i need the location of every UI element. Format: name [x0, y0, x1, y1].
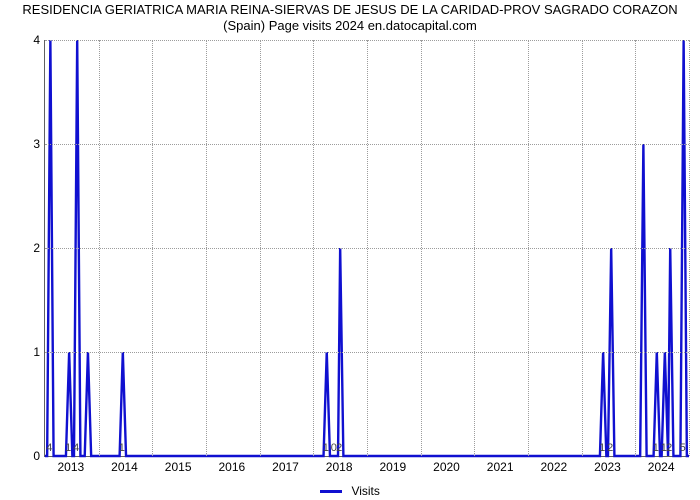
- spike-value-label: 1: [119, 442, 125, 454]
- plot-area: [44, 40, 689, 457]
- x-axis-label: 2019: [379, 460, 406, 474]
- spike-value-label: 1: [599, 442, 605, 454]
- grid-vertical: [474, 40, 475, 456]
- spike-value-label: 1: [65, 442, 71, 454]
- y-axis-label: 2: [6, 241, 40, 255]
- x-axis-label: 2021: [487, 460, 514, 474]
- grid-vertical: [367, 40, 368, 456]
- grid-vertical: [206, 40, 207, 456]
- legend-label: Visits: [351, 484, 379, 498]
- y-axis-label: 1: [6, 345, 40, 359]
- grid-vertical: [635, 40, 636, 456]
- grid-vertical: [99, 40, 100, 456]
- y-axis-label: 4: [6, 33, 40, 47]
- spike-value-label: 4: [73, 442, 79, 454]
- x-axis-label: 2020: [433, 460, 460, 474]
- title-line-2: (Spain) Page visits 2024 en.datocapital.…: [223, 18, 477, 33]
- spike-value-label: 4: [46, 442, 52, 454]
- legend-swatch: [320, 490, 342, 493]
- x-axis-label: 2013: [57, 460, 84, 474]
- spike-value-label: 2: [336, 442, 342, 454]
- x-axis-label: 2022: [540, 460, 567, 474]
- grid-vertical: [528, 40, 529, 456]
- x-axis-label: 2014: [111, 460, 138, 474]
- title-line-1: RESIDENCIA GERIATRICA MARIA REINA-SIERVA…: [22, 2, 677, 17]
- x-axis-label: 2024: [648, 460, 675, 474]
- chart-title: RESIDENCIA GERIATRICA MARIA REINA-SIERVA…: [0, 2, 700, 35]
- spike-value-label: 2: [666, 442, 672, 454]
- spike-value-label: 2: [607, 442, 613, 454]
- legend: Visits: [0, 484, 700, 498]
- grid-vertical: [152, 40, 153, 456]
- spike-value-label: 1: [653, 442, 659, 454]
- x-axis-label: 2023: [594, 460, 621, 474]
- grid-vertical: [260, 40, 261, 456]
- grid-vertical: [313, 40, 314, 456]
- y-axis-label: 3: [6, 137, 40, 151]
- chart-container: RESIDENCIA GERIATRICA MARIA REINA-SIERVA…: [0, 0, 700, 500]
- spike-value-label: 1: [323, 442, 329, 454]
- grid-vertical: [582, 40, 583, 456]
- spike-value-label: 5: [680, 442, 686, 454]
- x-axis-label: 2018: [326, 460, 353, 474]
- x-axis-label: 2016: [218, 460, 245, 474]
- x-axis-label: 2015: [165, 460, 192, 474]
- x-axis-label: 2017: [272, 460, 299, 474]
- y-axis-label: 0: [6, 449, 40, 463]
- grid-vertical: [421, 40, 422, 456]
- grid-vertical: [689, 40, 690, 456]
